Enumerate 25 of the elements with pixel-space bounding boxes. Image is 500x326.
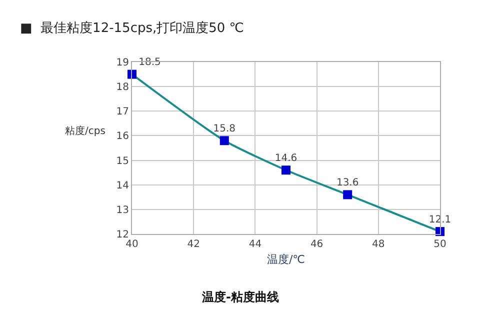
y-tick-label: 14 [116,180,129,192]
x-tick-label: 42 [187,239,200,250]
data-label: 15.8 [213,124,236,135]
x-tick-label: 44 [248,239,262,250]
y-tick-label: 12 [116,230,129,240]
point [282,166,290,175]
y-tick-label: 15 [116,156,129,167]
data-label: 13.6 [336,178,359,189]
y-axis-title: 粘度/cps [65,125,106,137]
point [220,136,229,146]
chart-title: ■ 最佳粘度12-15cps,打印温度50 ℃ [20,20,244,36]
data-label: 14.6 [274,152,298,164]
x-tick-label: 40 [126,239,138,250]
y-tick-label: 18 [116,82,129,94]
y-tick-label: 19 [116,58,129,68]
point [343,190,352,200]
x-tick-label: 50 [434,239,446,250]
y-tick-label: 16 [116,131,129,142]
x-tick-label: 48 [372,239,385,250]
data-label: 12.1 [428,214,452,226]
text: 温度-粘度曲线 [201,290,279,304]
x-tick-label: 46 [310,239,324,250]
y-tick-label: 17 [116,106,129,118]
x-axis-title: 温度/℃ [266,253,306,266]
y-tick-label: 13 [116,204,129,216]
